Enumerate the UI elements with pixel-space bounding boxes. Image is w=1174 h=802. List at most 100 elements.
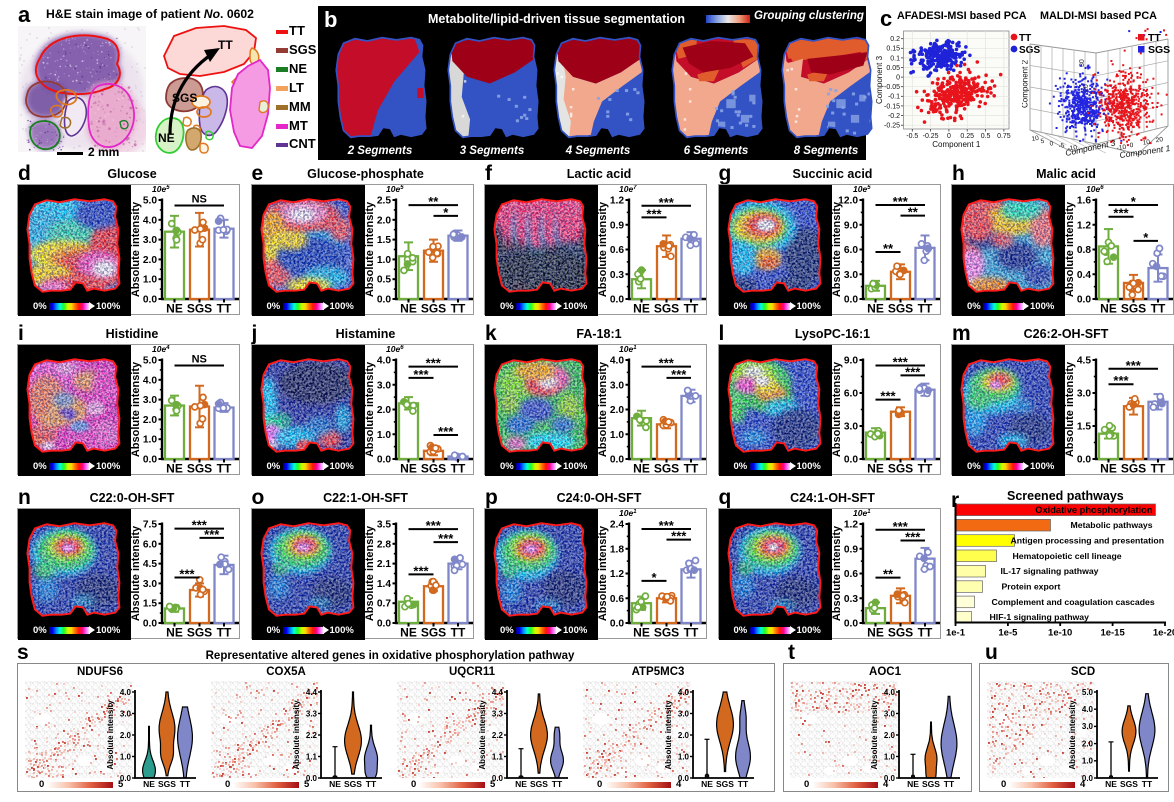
- svg-text:2.0: 2.0: [610, 405, 624, 416]
- svg-text:Metabolic pathways: Metabolic pathways: [1071, 520, 1153, 530]
- svg-text:SGS: SGS: [187, 626, 212, 639]
- svg-text:0.2: 0.2: [890, 36, 900, 43]
- svg-text:TT: TT: [917, 302, 932, 315]
- svg-text:0.05: 0.05: [886, 65, 900, 72]
- svg-text:3.0: 3.0: [843, 422, 857, 433]
- svg-text:***: ***: [413, 563, 429, 578]
- svg-text:0.6: 0.6: [610, 245, 624, 256]
- svg-text:-0.5: -0.5: [906, 133, 918, 140]
- svg-text:10e6: 10e6: [386, 345, 404, 354]
- svg-text:IL-17 signaling pathway: IL-17 signaling pathway: [1001, 566, 1099, 576]
- svg-text:1.1: 1.1: [306, 752, 318, 761]
- svg-text:0.25: 0.25: [960, 133, 974, 140]
- svg-text:10e4: 10e4: [152, 345, 170, 354]
- svg-text:0.0: 0.0: [143, 295, 157, 306]
- svg-text:***: ***: [892, 194, 908, 209]
- svg-text:-0.05: -0.05: [884, 84, 900, 91]
- svg-text:2.1: 2.1: [376, 559, 390, 570]
- svg-text:SGS: SGS: [420, 626, 445, 639]
- svg-text:1.6: 1.6: [1077, 196, 1091, 207]
- svg-text:1e-10: 1e-10: [1048, 628, 1072, 639]
- svg-text:***: ***: [425, 356, 441, 371]
- svg-text:2.2: 2.2: [306, 731, 318, 740]
- svg-text:SGS: SGS: [887, 302, 912, 315]
- svg-text:0.0: 0.0: [610, 295, 624, 306]
- svg-text:1.5: 1.5: [376, 235, 390, 246]
- svg-text:1.5: 1.5: [143, 599, 157, 610]
- svg-text:NS: NS: [192, 354, 207, 366]
- svg-text:Absolute intensity: Absolute intensity: [292, 700, 301, 770]
- svg-text:Absolute intensity: Absolute intensity: [832, 201, 843, 297]
- svg-text:9.0: 9.0: [843, 356, 857, 367]
- svg-text:SGS: SGS: [1121, 462, 1146, 475]
- svg-text:NE: NE: [633, 302, 650, 315]
- svg-text:TT: TT: [450, 302, 465, 315]
- svg-text:TT: TT: [1148, 32, 1161, 44]
- svg-text:0.0: 0.0: [1077, 455, 1091, 466]
- svg-text:NE: NE: [166, 626, 183, 639]
- svg-text:-0.25: -0.25: [923, 133, 939, 140]
- svg-text:0.0: 0.0: [306, 774, 318, 783]
- svg-text:5: 5: [1040, 138, 1045, 146]
- svg-text:3.0: 3.0: [1077, 389, 1091, 400]
- svg-text:Absolute intensity: Absolute intensity: [365, 525, 376, 621]
- svg-text:**: **: [428, 194, 439, 209]
- svg-text:SGS: SGS: [187, 462, 212, 475]
- svg-text:***: ***: [659, 356, 675, 371]
- svg-text:NE: NE: [867, 302, 884, 315]
- svg-text:2.0: 2.0: [678, 731, 690, 740]
- svg-text:NE: NE: [400, 462, 417, 475]
- svg-text:2.0: 2.0: [120, 731, 132, 740]
- svg-text:TT: TT: [217, 626, 232, 639]
- svg-text:TT: TT: [1151, 462, 1166, 475]
- svg-text:-0.1: -0.1: [888, 94, 900, 101]
- svg-text:0.0: 0.0: [143, 455, 157, 466]
- svg-text:1.8: 1.8: [610, 544, 624, 555]
- svg-text:4.0: 4.0: [120, 688, 132, 697]
- svg-text:0: 0: [1129, 142, 1134, 149]
- svg-text:2.0: 2.0: [376, 405, 390, 416]
- svg-text:***: ***: [1113, 206, 1129, 221]
- svg-text:0.0: 0.0: [376, 619, 390, 630]
- svg-text:Absolute intensity: Absolute intensity: [598, 201, 609, 297]
- svg-text:5.0: 5.0: [143, 196, 157, 207]
- svg-text:*: *: [1143, 230, 1149, 245]
- svg-text:Absolute intensity: Absolute intensity: [131, 525, 142, 621]
- svg-text:3.0: 3.0: [143, 235, 157, 246]
- svg-text:4.0: 4.0: [143, 375, 157, 386]
- svg-text:0.0: 0.0: [1077, 295, 1091, 306]
- svg-text:3.0: 3.0: [678, 709, 690, 718]
- svg-text:20: 20: [1155, 136, 1164, 144]
- svg-text:SGS: SGS: [344, 779, 362, 788]
- svg-text:Absolute intensity: Absolute intensity: [131, 361, 142, 457]
- svg-text:TT: TT: [1019, 33, 1031, 44]
- svg-text:SGS: SGS: [530, 779, 548, 788]
- svg-text:10e6: 10e6: [1086, 185, 1104, 194]
- svg-text:4.5: 4.5: [143, 559, 157, 570]
- svg-text:1.1: 1.1: [492, 752, 504, 761]
- svg-text:0: 0: [896, 75, 900, 82]
- svg-text:SGS: SGS: [1148, 44, 1170, 56]
- svg-text:0.0: 0.0: [376, 455, 390, 466]
- svg-text:1.5: 1.5: [1077, 422, 1091, 433]
- svg-text:1.2: 1.2: [610, 569, 624, 580]
- svg-text:SGS: SGS: [1121, 302, 1146, 315]
- svg-text:NE: NE: [158, 131, 175, 145]
- svg-text:NE: NE: [329, 779, 341, 788]
- svg-text:-10: -10: [1116, 144, 1127, 152]
- svg-text:TT: TT: [1151, 302, 1166, 315]
- svg-text:TT: TT: [217, 462, 232, 475]
- svg-text:20: 20: [1083, 84, 1090, 92]
- svg-text:NE: NE: [515, 779, 527, 788]
- svg-text:TT: TT: [684, 302, 699, 315]
- svg-text:1.0: 1.0: [120, 752, 132, 761]
- svg-text:TT: TT: [450, 626, 465, 639]
- svg-text:3.0: 3.0: [610, 380, 624, 391]
- svg-text:NE: NE: [166, 302, 183, 315]
- svg-text:0.0: 0.0: [376, 295, 390, 306]
- svg-text:SGS: SGS: [654, 626, 679, 639]
- svg-text:***: ***: [204, 527, 220, 542]
- svg-text:NE: NE: [166, 462, 183, 475]
- svg-text:NE: NE: [633, 626, 650, 639]
- svg-text:2.8: 2.8: [376, 539, 390, 550]
